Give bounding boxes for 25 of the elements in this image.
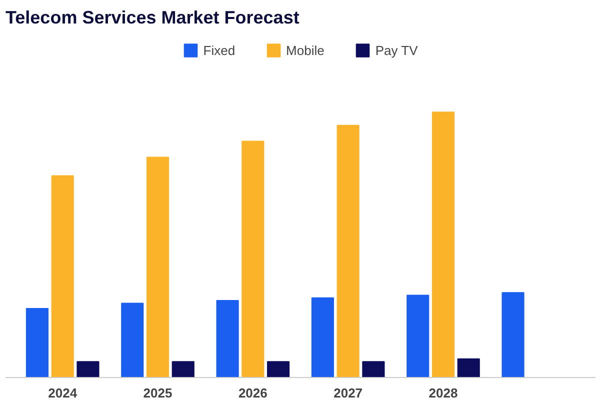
chart-title: Telecom Services Market Forecast [6, 8, 300, 28]
bar [76, 361, 100, 378]
bar [51, 175, 74, 378]
x-tick-label: 2025 [143, 386, 172, 400]
bar [362, 361, 385, 378]
bar [502, 292, 524, 378]
legend-label: Pay TV [375, 42, 418, 58]
x-tick-label: 2024 [48, 386, 78, 400]
bar [216, 300, 239, 378]
bar [311, 297, 334, 378]
bar [457, 358, 480, 378]
bar [406, 294, 430, 378]
bar [121, 302, 144, 378]
x-tick-label: 2027 [334, 386, 363, 400]
legend-label: Mobile [286, 42, 324, 58]
bar [432, 112, 455, 378]
bar [172, 361, 194, 378]
bar [26, 308, 49, 378]
bar [267, 361, 290, 378]
bar [146, 156, 170, 378]
x-tick-label: 2026 [238, 386, 268, 400]
bar [336, 124, 360, 378]
legend-label: Fixed [203, 42, 236, 58]
x-tick-label: 2028 [428, 386, 458, 400]
bar [242, 140, 264, 378]
